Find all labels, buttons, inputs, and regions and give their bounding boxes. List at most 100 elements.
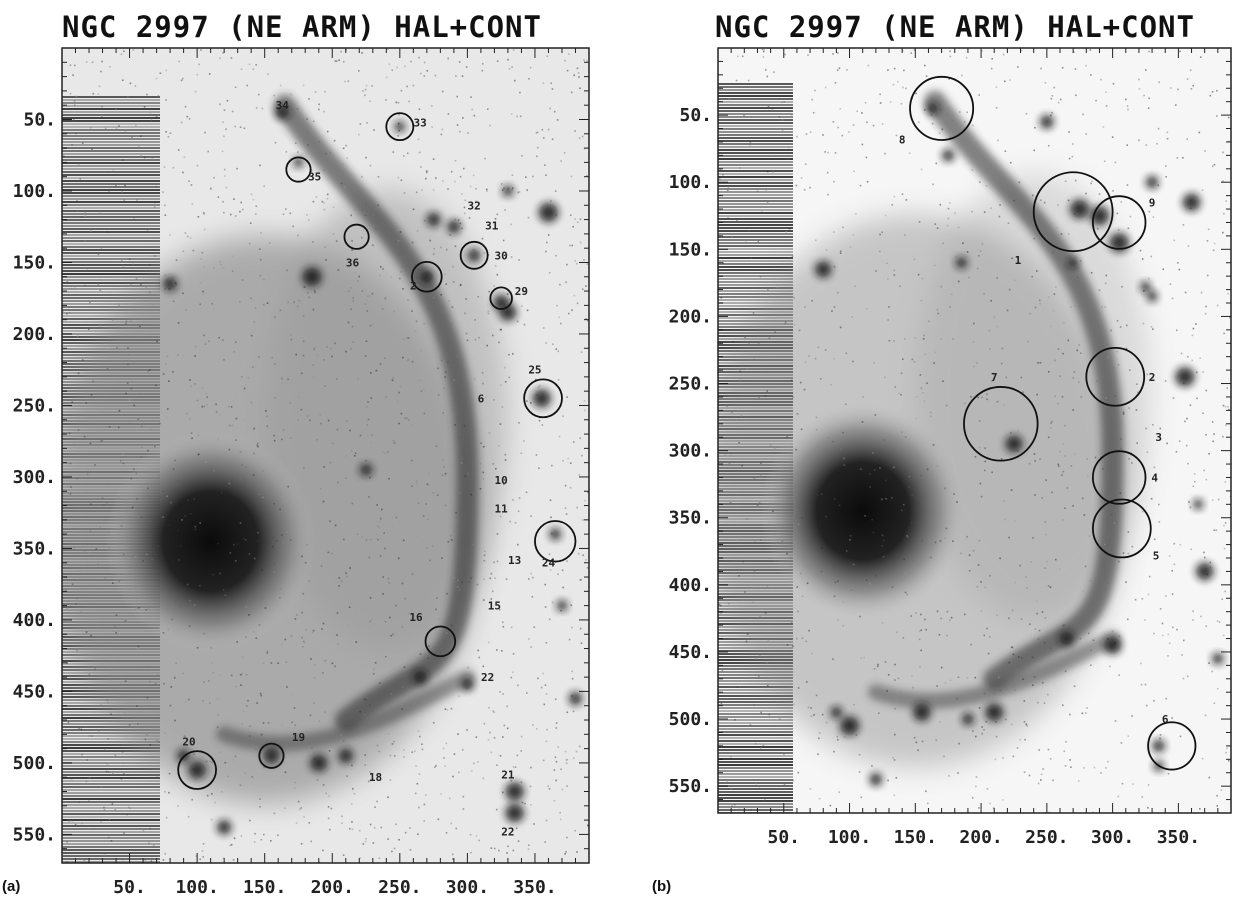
source-label: 6 — [1162, 713, 1169, 726]
source-label: 35 — [308, 171, 321, 184]
source-label: 5 — [1153, 549, 1160, 562]
y-tick-label: 300. — [669, 441, 712, 462]
source-circle — [385, 112, 415, 142]
y-tick-label: 150. — [13, 252, 56, 273]
source-circle — [285, 156, 312, 183]
source-label: 8 — [899, 133, 906, 146]
panel-b: NGC 2997 (NE ARM) HAL+CONT 50. 100. 150. 20… — [620, 0, 1239, 901]
source-circle — [1032, 171, 1114, 253]
source-label: 29 — [515, 285, 528, 298]
source-label: 32 — [468, 199, 481, 212]
source-label: 30 — [495, 249, 508, 262]
x-tick-label: 50. — [113, 877, 146, 898]
x-tick-label: 100. — [828, 827, 871, 848]
source-label: 18 — [369, 771, 382, 784]
source-label: 2 — [1149, 371, 1156, 384]
y-tick-label: 200. — [13, 324, 56, 345]
source-label: 36 — [346, 256, 360, 269]
source-label: 9 — [1149, 196, 1156, 209]
image-grain — [718, 48, 1231, 813]
source-circle — [424, 625, 457, 658]
y-tick-label: 400. — [669, 575, 712, 596]
source-label: 13 — [508, 554, 521, 567]
source-circle — [1085, 346, 1146, 407]
source-circle — [459, 240, 489, 270]
source-circle — [1147, 721, 1197, 771]
source-label: 7 — [991, 371, 998, 384]
source-circle — [177, 750, 217, 790]
source-markers: 34 33 35 32 31 36 30 2 29 25 6 10 11 13 24 15 16 22 20 19 18… — [177, 99, 577, 839]
axis-ticks — [718, 48, 1231, 813]
x-tick-label: 150. — [243, 877, 286, 898]
source-label: 4 — [1151, 471, 1158, 484]
y-tick-label: 450. — [13, 681, 56, 702]
bright-knots — [814, 102, 1224, 786]
y-tick-label: 250. — [669, 374, 712, 395]
x-tick-label: 250. — [1025, 827, 1068, 848]
x-tick-label: 300. — [446, 877, 489, 898]
galaxy-core — [105, 430, 317, 653]
source-label: 11 — [495, 502, 509, 515]
image-plot-a: 50. 100. 150. 200. 250. 300. 350. 50. 100. 150. 20… — [13, 47, 590, 898]
panel-title: NGC 2997 (NE ARM) HAL+CONT — [715, 10, 1195, 44]
source-circle — [909, 75, 975, 141]
y-tick-label: 50. — [23, 109, 56, 130]
source-markers: 8 9 1 7 2 3 4 5 6 — [899, 75, 1197, 771]
x-tick-label: 300. — [1091, 827, 1134, 848]
y-tick-label: 550. — [669, 776, 712, 797]
source-label: 19 — [292, 731, 305, 744]
source-label: 31 — [485, 219, 499, 232]
spiral-arm-lower — [867, 630, 1121, 709]
source-label: 2 — [410, 279, 417, 292]
panel-label: (a) — [2, 878, 21, 895]
source-circle — [343, 223, 370, 250]
axis-ticks — [62, 48, 589, 863]
source-label: 21 — [501, 768, 515, 781]
y-tick-label: 250. — [13, 395, 56, 416]
x-tick-label: 50. — [768, 827, 801, 848]
source-label: 3 — [1155, 431, 1162, 444]
source-label: 10 — [495, 474, 508, 487]
source-label: 24 — [542, 557, 556, 570]
y-tick-label: 300. — [13, 467, 56, 488]
galaxy-halo — [915, 173, 1153, 621]
y-tick-label: 50. — [679, 105, 712, 126]
y-tick-label: 400. — [13, 610, 56, 631]
y-tick-label: 500. — [13, 753, 56, 774]
x-tick-label: 350. — [513, 877, 556, 898]
source-label: 6 — [478, 392, 485, 405]
source-label: 16 — [409, 611, 423, 624]
source-label: 1 — [1015, 254, 1022, 267]
source-circle — [1091, 450, 1147, 505]
source-circle — [1091, 195, 1147, 250]
x-tick-label: 100. — [175, 877, 218, 898]
galaxy-image — [718, 48, 1231, 813]
image-grain — [62, 48, 589, 863]
plot-frame — [61, 47, 590, 864]
y-tick-label: 150. — [669, 239, 712, 260]
y-tick-label: 550. — [13, 824, 56, 845]
galaxy-image — [62, 48, 589, 863]
panel-a: NGC 2997 (NE ARM) HAL+CONT 50. 100. 150. 20… — [2, 10, 590, 898]
x-tick-label: 200. — [311, 877, 354, 898]
source-circle — [1091, 498, 1152, 559]
bright-knots — [162, 105, 583, 835]
y-tick-label: 350. — [13, 538, 56, 559]
y-tick-label: 350. — [669, 508, 712, 529]
source-label: 22 — [501, 826, 514, 839]
source-circle — [489, 286, 513, 310]
panel-title: NGC 2997 (NE ARM) HAL+CONT — [62, 10, 542, 44]
x-tick-label: 350. — [1157, 827, 1200, 848]
y-tick-label: 450. — [669, 642, 712, 663]
source-label: 25 — [528, 364, 541, 377]
source-label: 33 — [413, 116, 426, 129]
x-tick-label: 150. — [894, 827, 937, 848]
y-tick-label: 200. — [669, 306, 712, 327]
source-circle — [411, 261, 443, 293]
spiral-arm-lower — [216, 669, 476, 752]
source-circle — [534, 520, 577, 563]
source-circle — [523, 378, 563, 419]
galaxy-halo — [264, 190, 508, 650]
y-tick-label: 500. — [669, 709, 712, 730]
galaxy-core — [760, 403, 966, 619]
